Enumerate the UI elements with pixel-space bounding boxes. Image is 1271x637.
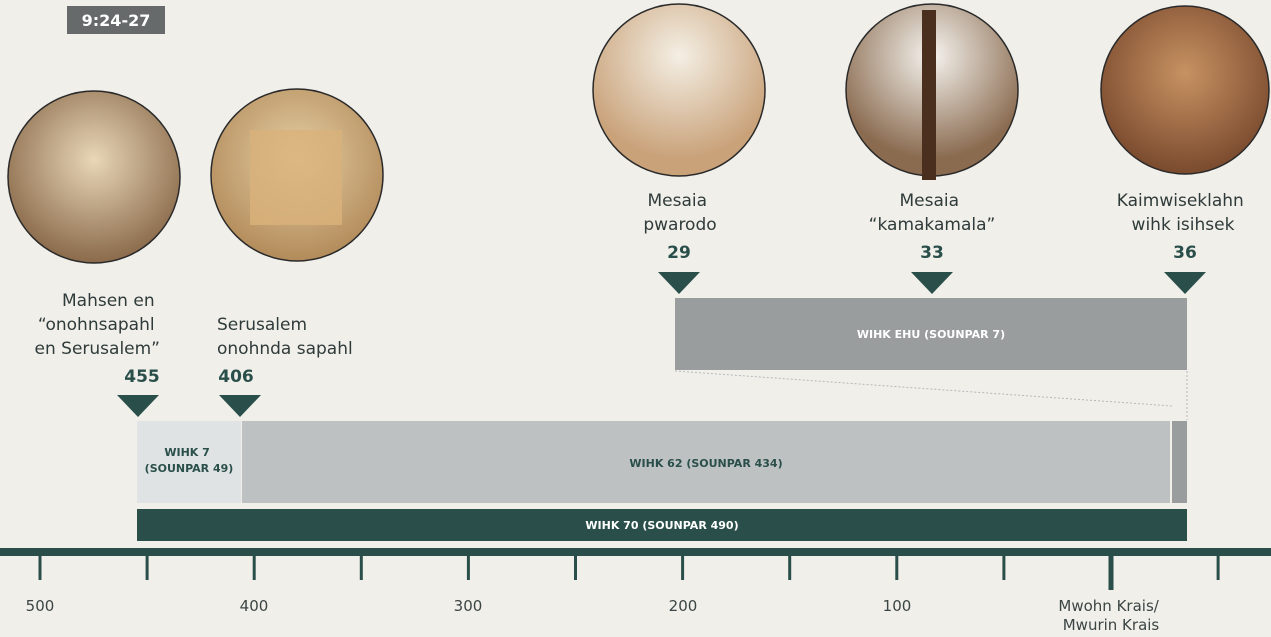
event-year: 33 — [920, 243, 944, 263]
axis-line — [0, 548, 1271, 556]
timeline: 9:24-27 Mahsen en “onohnsapahl en Serusa… — [0, 0, 1271, 637]
event-year: 29 — [667, 243, 691, 263]
event-label: Serusalem onohnda sapahl — [217, 315, 353, 359]
line: en Serusalem” — [35, 339, 160, 359]
marker — [1164, 272, 1206, 294]
axis-label: 100 — [883, 597, 912, 615]
line: Mahsen en — [62, 291, 155, 311]
period-label: WIHK 70 (SOUNPAR 490) — [585, 519, 738, 532]
event-label: Mahsen en “onohnsapahl en Serusalem” — [35, 291, 160, 359]
line: Mesaia — [648, 191, 708, 211]
reference: 9:24-27 — [82, 11, 151, 30]
event-label: Kaimwiseklahn wihk isihsek — [1117, 191, 1249, 235]
connector — [675, 371, 1172, 406]
axis-ticks — [40, 556, 1218, 590]
line: pwarodo — [643, 215, 716, 235]
line: Serusalem — [217, 315, 307, 335]
axis-label: 500 — [26, 597, 55, 615]
line: wihk isihsek — [1132, 215, 1235, 235]
axis-label: 400 — [240, 597, 269, 615]
period-label: WIHK 62 (SOUNPAR 434) — [629, 457, 782, 470]
line: Mesaia — [900, 191, 960, 211]
marker — [219, 395, 261, 417]
event-year: 406 — [218, 367, 254, 387]
illustration — [593, 4, 765, 176]
illustrations — [8, 4, 1269, 263]
line: Mwurin Krais — [1063, 616, 1160, 634]
line: “kamakamala” — [869, 215, 996, 235]
cross-illustration — [922, 10, 936, 180]
period-bar — [1172, 421, 1187, 503]
line: “onohnsapahl — [38, 315, 155, 335]
wall-illustration — [250, 130, 342, 225]
event-label: Mesaia “kamakamala” — [869, 191, 996, 235]
line: onohnda sapahl — [217, 339, 353, 359]
axis-label: 200 — [669, 597, 698, 615]
marker — [658, 272, 700, 294]
illustration — [8, 91, 180, 263]
illustration — [1101, 6, 1269, 174]
axis-label: Mwohn Krais/ Mwurin Krais — [1058, 597, 1163, 634]
marker — [117, 395, 159, 417]
event-label: Mesaia pwarodo — [643, 191, 716, 235]
marker — [911, 272, 953, 294]
line: (SOUNPAR 49) — [145, 462, 234, 475]
event-year: 455 — [124, 367, 160, 387]
axis-label: 300 — [454, 597, 483, 615]
event-year: 36 — [1173, 243, 1197, 263]
line: WIHK 7 — [164, 446, 209, 459]
line: Kaimwiseklahn — [1117, 191, 1244, 211]
line: Mwohn Krais/ — [1058, 597, 1159, 615]
axis-labels: 500 400 300 200 100 Mwohn Krais/ Mwurin … — [26, 597, 1164, 634]
period-label: WIHK EHU (SOUNPAR 7) — [857, 328, 1005, 341]
